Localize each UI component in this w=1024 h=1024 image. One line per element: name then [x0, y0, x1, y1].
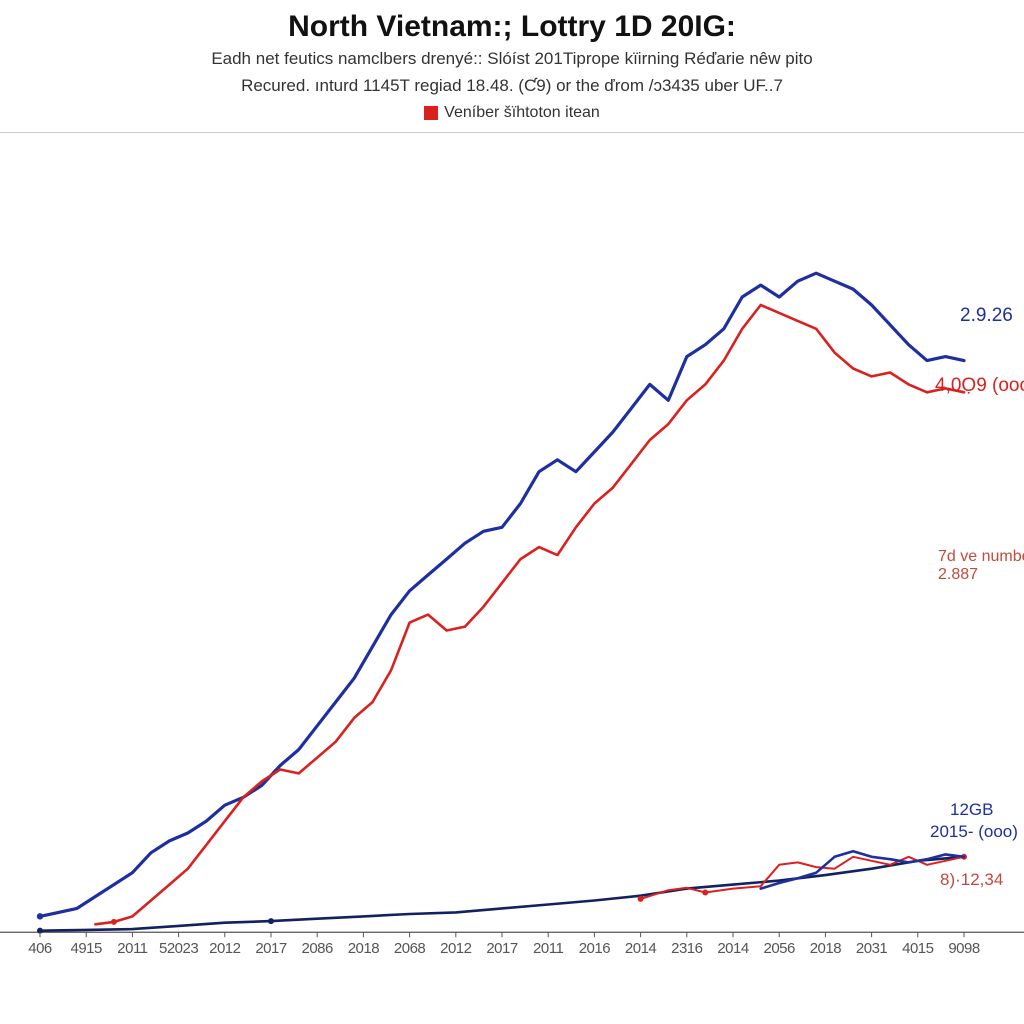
x-tick-label: 52023 — [159, 940, 198, 957]
lower-red-line-marker — [702, 890, 708, 896]
annot-2926: 2.9.26 — [960, 305, 1013, 327]
chart-container: North Vietnam:; Lottry 1D 20IG: Eadh net… — [0, 0, 1024, 1024]
annot-2015: 2015- (ooo) — [930, 822, 1018, 842]
annot-4009: 4,0Ọ9 (ooo) — [935, 375, 1024, 397]
x-tick-label: 2018 — [348, 940, 379, 957]
chart-legend: Veníber šïhtoton itean — [0, 104, 1024, 122]
legend-swatch-icon — [424, 106, 438, 120]
chart-header: North Vietnam:; Lottry 1D 20IG: Eadh net… — [0, 0, 1024, 122]
chart-subtitle-1: Eadh net feutics namclbers drenyé:: Slóí… — [0, 48, 1024, 71]
plot-area: 406 4915 2011 52023 2012 2017 2086 2018 2068 2012… — [0, 160, 1024, 1024]
x-tick-label: 406 — [28, 940, 52, 957]
legend-label: Veníber šïhtoton itean — [444, 104, 600, 122]
x-tick-label: 2011 — [533, 940, 563, 957]
x-tick-label: 2018 — [810, 940, 841, 957]
x-tick-label: 2014 — [625, 940, 656, 957]
x-tick-label: 4915 — [71, 940, 102, 957]
x-tick-label: 2016 — [579, 940, 610, 957]
x-tick-label: 2014 — [717, 940, 748, 957]
x-tick-label: 2017 — [255, 940, 286, 957]
upper-blue-line — [40, 273, 964, 916]
chart-title: North Vietnam:; Lottry 1D 20IG: — [0, 10, 1024, 44]
header-divider — [0, 132, 1024, 133]
x-tick-label: 2056 — [764, 940, 795, 957]
lower-dark-blue-line-marker — [268, 918, 274, 924]
annot-12g8: 12GB — [950, 800, 993, 820]
x-tick-label: 2086 — [302, 940, 333, 957]
x-tick-label: 2012 — [440, 940, 471, 957]
x-tick-label: 4015 — [902, 940, 933, 957]
upper-red-line-marker — [111, 919, 117, 925]
annot-81234: 8)·12,34 — [940, 870, 1003, 890]
lower-red-line-marker — [638, 896, 644, 902]
x-tick-label: 2031 — [856, 940, 887, 957]
chart-subtitle-2: Recured. ınturd 1145T regiad 18.48. (Ƈ9)… — [0, 75, 1024, 98]
upper-blue-line-marker — [37, 913, 43, 919]
upper-red-line — [95, 305, 964, 924]
annot-7dve: 7d ve numbe2.887 — [938, 548, 1024, 585]
x-tick-label: 2068 — [394, 940, 425, 957]
x-tick-label: 9098 — [948, 940, 979, 957]
x-tick-label: 2316 — [671, 940, 702, 957]
x-tick-label: 2017 — [486, 940, 517, 957]
x-tick-label: 2011 — [117, 940, 147, 957]
x-tick-label: 2012 — [209, 940, 240, 957]
plot-svg — [0, 160, 1024, 1024]
